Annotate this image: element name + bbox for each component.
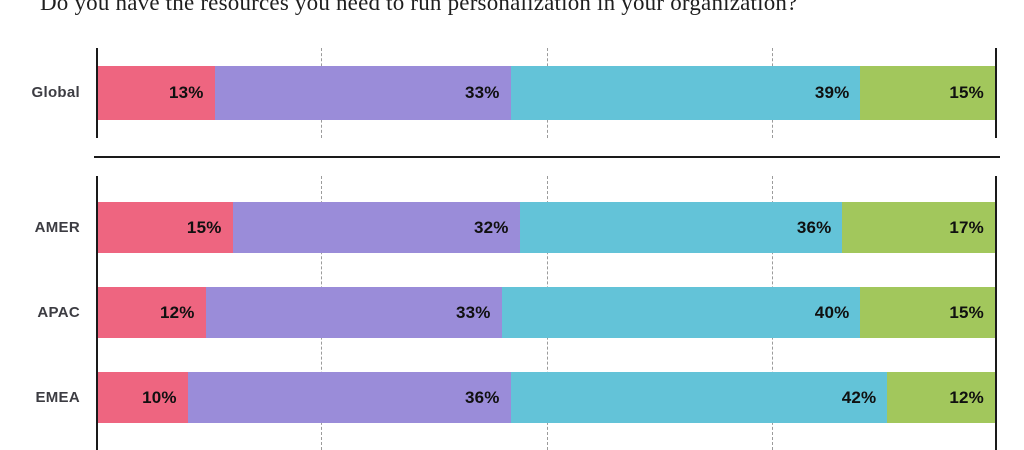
- segment-value-label: 33%: [464, 83, 500, 102]
- segment-value-label: 12%: [160, 302, 195, 322]
- bar-row: 13% 33% 39% 15%: [98, 66, 995, 120]
- bar-segment: 32%: [232, 202, 520, 253]
- segment-value-label: 36%: [464, 387, 500, 407]
- bar-segment: 40%: [501, 287, 861, 338]
- segment-value-label: 36%: [796, 217, 832, 237]
- bar-segment: 15%: [98, 202, 233, 253]
- segment-value-label: 13%: [168, 83, 204, 102]
- row-label: AMER: [34, 219, 80, 236]
- bar-segment: 33%: [214, 66, 511, 120]
- divider-line: [94, 156, 1000, 158]
- axis-line-right: [995, 48, 997, 138]
- row-label: Global: [31, 84, 80, 101]
- bar-row: 15% 32% 36% 17%: [98, 202, 995, 253]
- segment-value-label: 10%: [142, 387, 177, 407]
- bar-segment: 17%: [842, 202, 995, 253]
- row-label: EMEA: [35, 389, 80, 406]
- bar-segment: 42%: [510, 372, 888, 423]
- row-label: APAC: [37, 304, 80, 321]
- segment-value-label: 12%: [949, 387, 984, 407]
- axis-line-left: [96, 176, 98, 450]
- bar-segment: 12%: [887, 372, 995, 423]
- bar-segment: 36%: [519, 202, 843, 253]
- bar-segment: 36%: [187, 372, 511, 423]
- bars-layer: 13% 33% 39% 15%: [98, 48, 995, 138]
- segment-value-label: 42%: [841, 387, 877, 407]
- segment-value-label: 39%: [814, 83, 850, 102]
- bar-row: 10% 36% 42% 12%: [98, 372, 995, 423]
- axis-line-right: [995, 176, 997, 450]
- axis-line-left: [96, 48, 98, 138]
- chart-global: 13% 33% 39% 15% Global: [32, 48, 997, 138]
- segment-value-label: 40%: [814, 302, 850, 322]
- segment-value-label: 17%: [949, 217, 984, 237]
- chart-regions: 15% 32% 36% 17% 12% 33% 40% 15% 10% 36% 42% 12% AME…: [35, 176, 997, 450]
- bar-segment: 33%: [205, 287, 502, 338]
- chart-title: Do you have the resources you need to ru…: [40, 0, 798, 15]
- segment-value-label: 15%: [949, 83, 984, 102]
- bar-segment: 12%: [98, 287, 206, 338]
- segment-value-label: 15%: [949, 302, 984, 322]
- bar-segment: 10%: [98, 372, 188, 423]
- bars-layer: 15% 32% 36% 17% 12% 33% 40% 15% 10% 36% 42% 12%: [98, 176, 995, 450]
- bar-segment: 15%: [860, 287, 995, 338]
- bar-segment: 13%: [98, 66, 215, 120]
- bar-row: 12% 33% 40% 15%: [98, 287, 995, 338]
- segment-value-label: 32%: [473, 217, 509, 237]
- segment-value-label: 15%: [186, 217, 222, 237]
- bar-segment: 39%: [510, 66, 861, 120]
- segment-value-label: 33%: [456, 302, 491, 322]
- bar-segment: 15%: [860, 66, 995, 120]
